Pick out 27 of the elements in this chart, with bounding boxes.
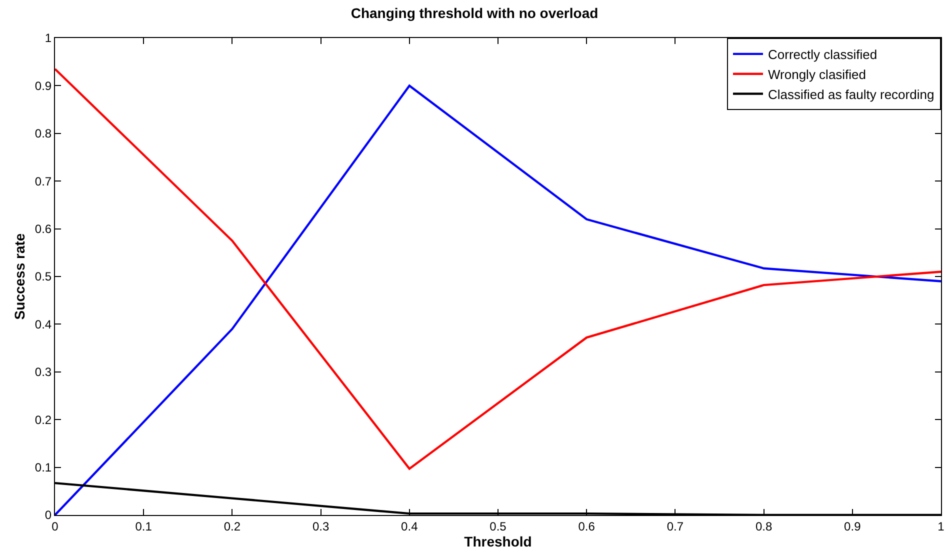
y-tick-label: 0.7 (34, 174, 52, 188)
chart-title: Changing threshold with no overload (350, 5, 598, 22)
x-tick-label: 0.7 (666, 519, 684, 534)
y-tick-label: 0.4 (34, 317, 52, 332)
x-tick-label: 1 (938, 519, 945, 534)
y-tick-label: 0.3 (34, 365, 52, 380)
y-tick-label: 0 (44, 508, 52, 522)
x-tick-label: 0.4 (401, 519, 418, 534)
y-tick-label: 0.9 (34, 78, 52, 93)
x-tick-label: 0.3 (312, 519, 330, 534)
y-tick-label: 0.8 (34, 126, 52, 141)
x-tick-label: 0.9 (844, 519, 862, 534)
y-tick-label: 0.5 (34, 270, 52, 284)
x-axis-title: Threshold (464, 534, 532, 550)
x-tick-label: 0.5 (490, 519, 507, 534)
legend-label: Correctly classified (768, 47, 878, 62)
y-tick-label: 0.2 (34, 412, 52, 427)
x-tick-label: 0.1 (135, 519, 152, 534)
y-tick-label: 0.6 (34, 222, 52, 236)
legend-label: Classified as faulty recording (768, 86, 934, 102)
y-tick-label: 0.1 (34, 460, 52, 474)
x-tick-label: 0.2 (224, 519, 241, 534)
legend-label: Wrongly clasified (768, 66, 866, 82)
x-tick-label: 0.6 (578, 519, 596, 534)
y-axis-title: Success rate (12, 233, 28, 320)
y-tick-label: 1 (44, 31, 52, 46)
x-tick-label: 0.8 (755, 519, 772, 534)
